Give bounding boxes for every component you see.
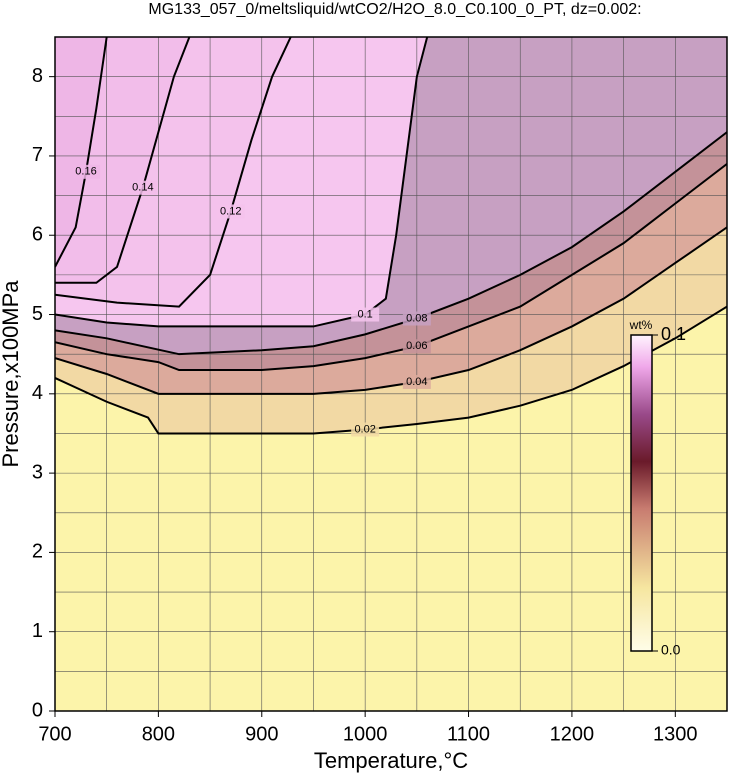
y-tick-label: 0 bbox=[32, 699, 43, 721]
contour-label: 0.06 bbox=[406, 340, 427, 352]
y-tick-label: 2 bbox=[32, 541, 43, 563]
y-tick-label: 7 bbox=[32, 144, 43, 166]
contour-label: 0.12 bbox=[220, 205, 241, 217]
y-tick-label: 4 bbox=[32, 382, 43, 404]
chart-title: MG133_057_0/meltsliquid/wtCO2/H2O_8.0_C0… bbox=[148, 1, 641, 18]
contour-label-bg bbox=[72, 164, 101, 179]
contour-line bbox=[55, 37, 292, 308]
colorbar bbox=[630, 334, 653, 652]
contour-label: 0.14 bbox=[132, 182, 153, 194]
x-tick-label: 1100 bbox=[447, 723, 490, 745]
contour-label: 0.02 bbox=[354, 423, 375, 435]
x-tick-label: 1000 bbox=[343, 723, 388, 745]
y-tick-label: 8 bbox=[32, 65, 43, 87]
plot-frame bbox=[54, 36, 728, 712]
contour-label-bg bbox=[128, 180, 157, 195]
contour-label: 0.08 bbox=[406, 312, 427, 324]
contour-label-bg bbox=[402, 374, 431, 389]
contour-label: 0.04 bbox=[406, 376, 427, 388]
y-tick-label: 6 bbox=[32, 224, 43, 246]
contour-line bbox=[55, 37, 191, 284]
x-tick-label: 800 bbox=[142, 723, 175, 745]
contour-label-bg bbox=[402, 339, 431, 354]
colorbar-label: wt% bbox=[629, 318, 653, 332]
y-tick-label: 1 bbox=[32, 620, 43, 642]
contour-fill bbox=[55, 37, 107, 267]
y-tick-label: 3 bbox=[32, 461, 43, 483]
contour-label-bg bbox=[351, 422, 380, 437]
x-tick-label: 900 bbox=[245, 723, 278, 745]
x-axis-label: Temperature,°C bbox=[314, 748, 468, 773]
contour-label-bg bbox=[351, 307, 380, 322]
x-tick-label: 1200 bbox=[550, 723, 595, 745]
contour-label-bg bbox=[402, 311, 431, 326]
colorbar-tick-label: 0.1 bbox=[661, 324, 686, 344]
contour-label: 0.1 bbox=[358, 308, 373, 320]
x-tick-label: 1300 bbox=[653, 723, 698, 745]
contour-line bbox=[55, 163, 727, 372]
plot-area bbox=[55, 37, 727, 711]
y-axis-label: Pressure,x100MPa bbox=[0, 280, 23, 468]
colorbar-tick-label: 0.0 bbox=[661, 642, 681, 658]
contour-label: 0.16 bbox=[75, 166, 96, 178]
x-tick-label: 700 bbox=[38, 723, 71, 745]
y-tick-label: 5 bbox=[32, 303, 43, 325]
contour-label-bg bbox=[216, 204, 245, 219]
